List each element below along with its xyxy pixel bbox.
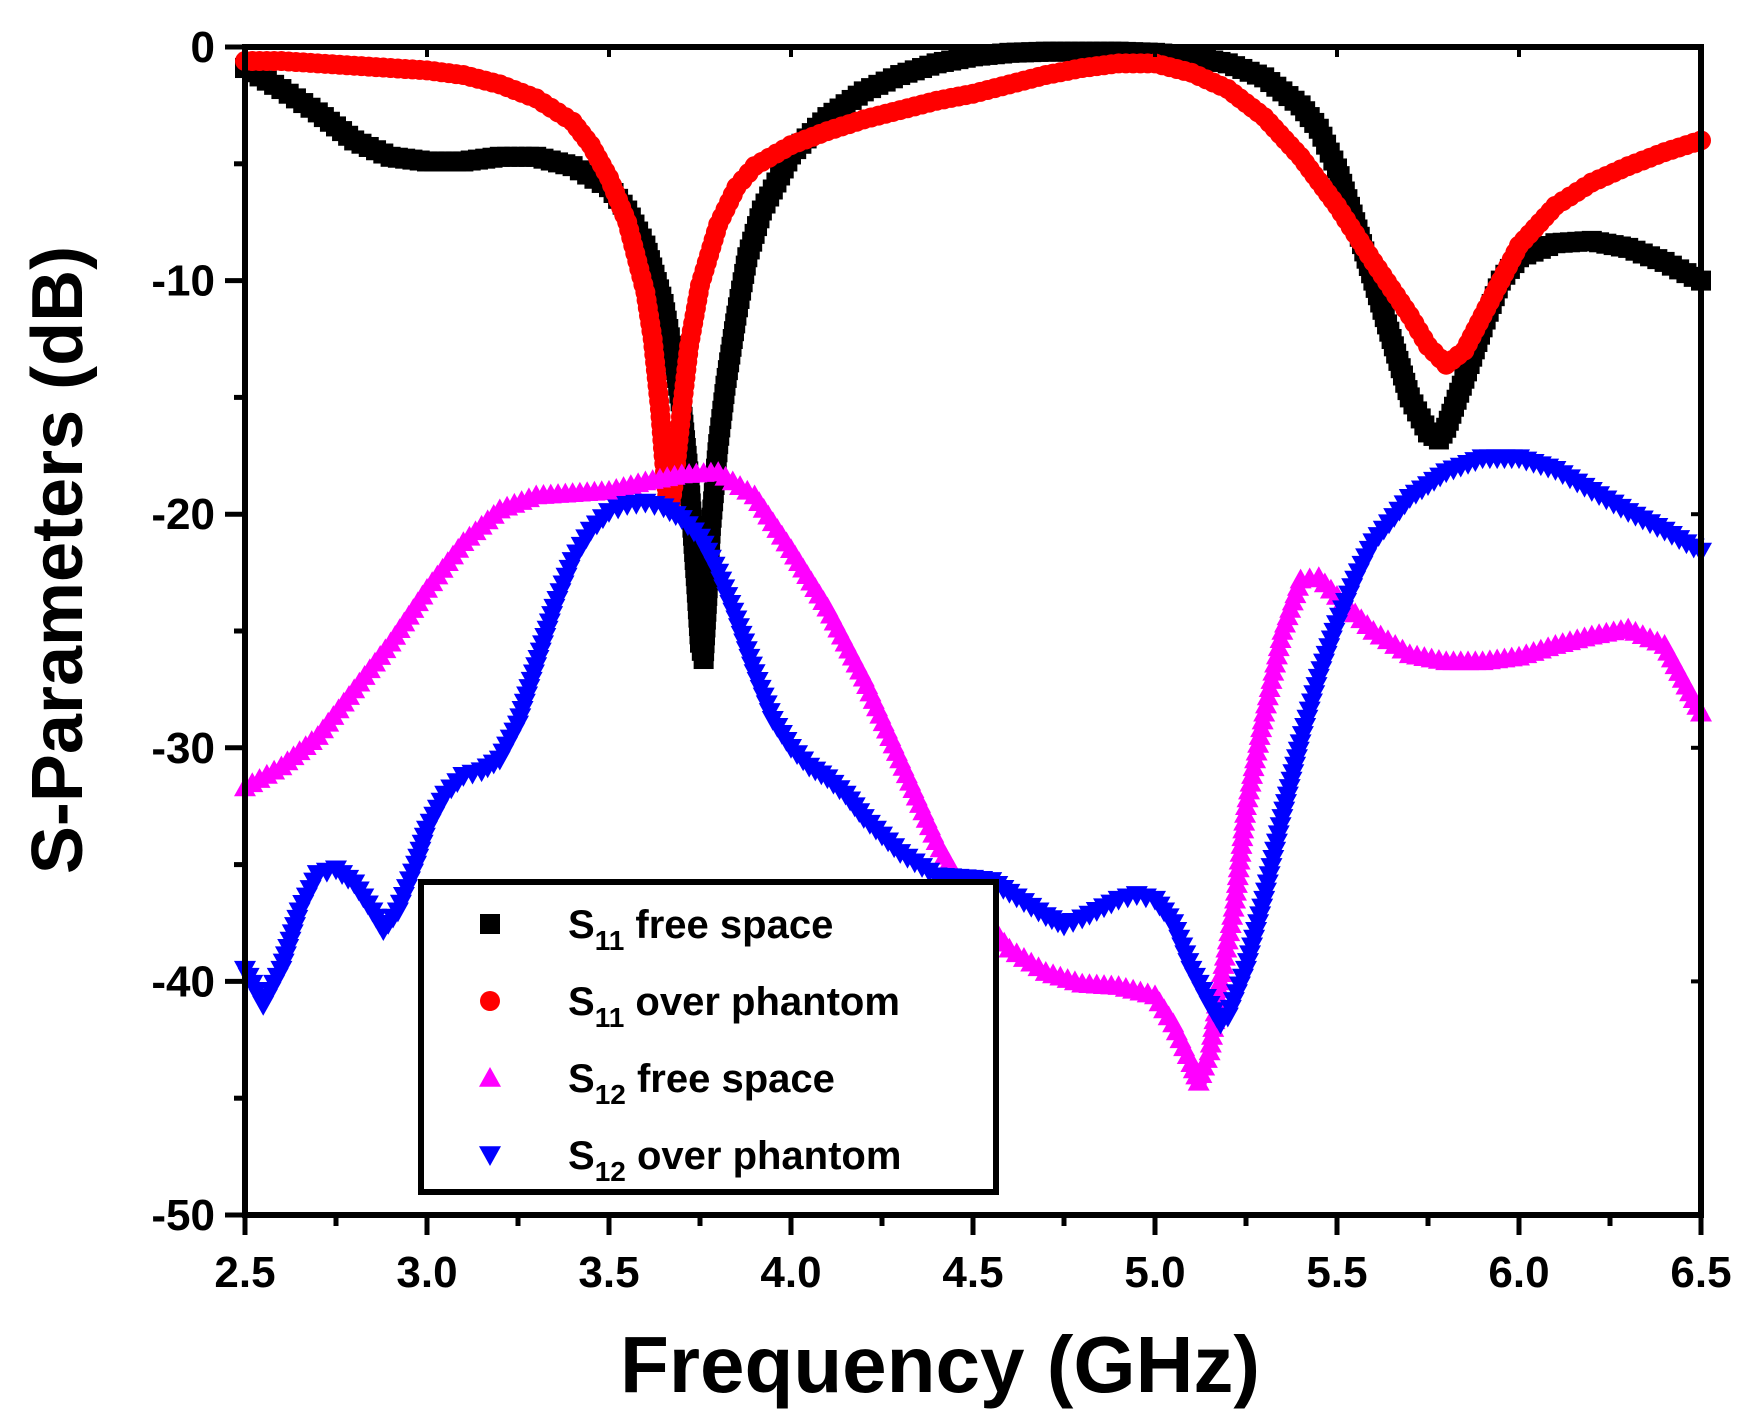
legend-label: S12 free space [568,1057,835,1110]
series-marks [234,41,1712,1091]
series-0 [235,41,1711,670]
legend-entries: S11 free space S11 over phantom S12 free s… [479,903,901,1187]
axis-ticks [225,44,1704,1235]
y-tick-label: -50 [151,1191,215,1240]
x-tick-label: 4.0 [760,1248,821,1297]
x-tick-label: 3.0 [396,1248,457,1297]
legend-marker [480,914,500,934]
y-tick-labels: 0 -10 -20 -30 -40 -50 [151,23,215,1240]
legend-entry-2: S12 free space [479,1057,835,1110]
legend-marker [479,1146,501,1166]
x-tick-labels: 2.5 3.0 3.5 4.0 4.5 5.0 5.5 6.0 6.5 [214,1248,1731,1297]
legend-marker [479,1067,501,1087]
legend-label: S11 free space [568,903,833,956]
x-tick-label: 3.5 [578,1248,639,1297]
x-tick-label: 5.0 [1124,1248,1185,1297]
y-tick-label: -10 [151,257,215,306]
x-axis-title: Frequency (GHz) [620,1320,1260,1409]
legend-label: S11 over phantom [568,980,900,1033]
x-tick-label: 6.5 [1670,1248,1731,1297]
series-3 [234,449,1712,1035]
y-tick-label: -20 [151,490,215,539]
legend-entry-3: S12 over phantom [479,1134,901,1187]
legend-entry-1: S11 over phantom [480,980,900,1033]
series-2 [234,461,1712,1091]
x-tick-label: 4.5 [942,1248,1003,1297]
legend-marker [480,991,500,1011]
series-1 [235,51,1711,513]
y-tick-label: 0 [191,23,215,72]
legend-box [418,879,999,1195]
y-tick-label: -40 [151,957,215,1006]
legend: S11 free space S11 over phantom S12 free s… [418,879,999,1195]
y-axis-title: S-Parameters (dB) [18,246,98,874]
x-tick-label: 2.5 [214,1248,275,1297]
x-tick-label: 6.0 [1488,1248,1549,1297]
y-tick-label: -30 [151,724,215,773]
legend-entry-0: S11 free space [480,903,833,956]
legend-label: S12 over phantom [568,1134,901,1187]
x-tick-label: 5.5 [1306,1248,1367,1297]
